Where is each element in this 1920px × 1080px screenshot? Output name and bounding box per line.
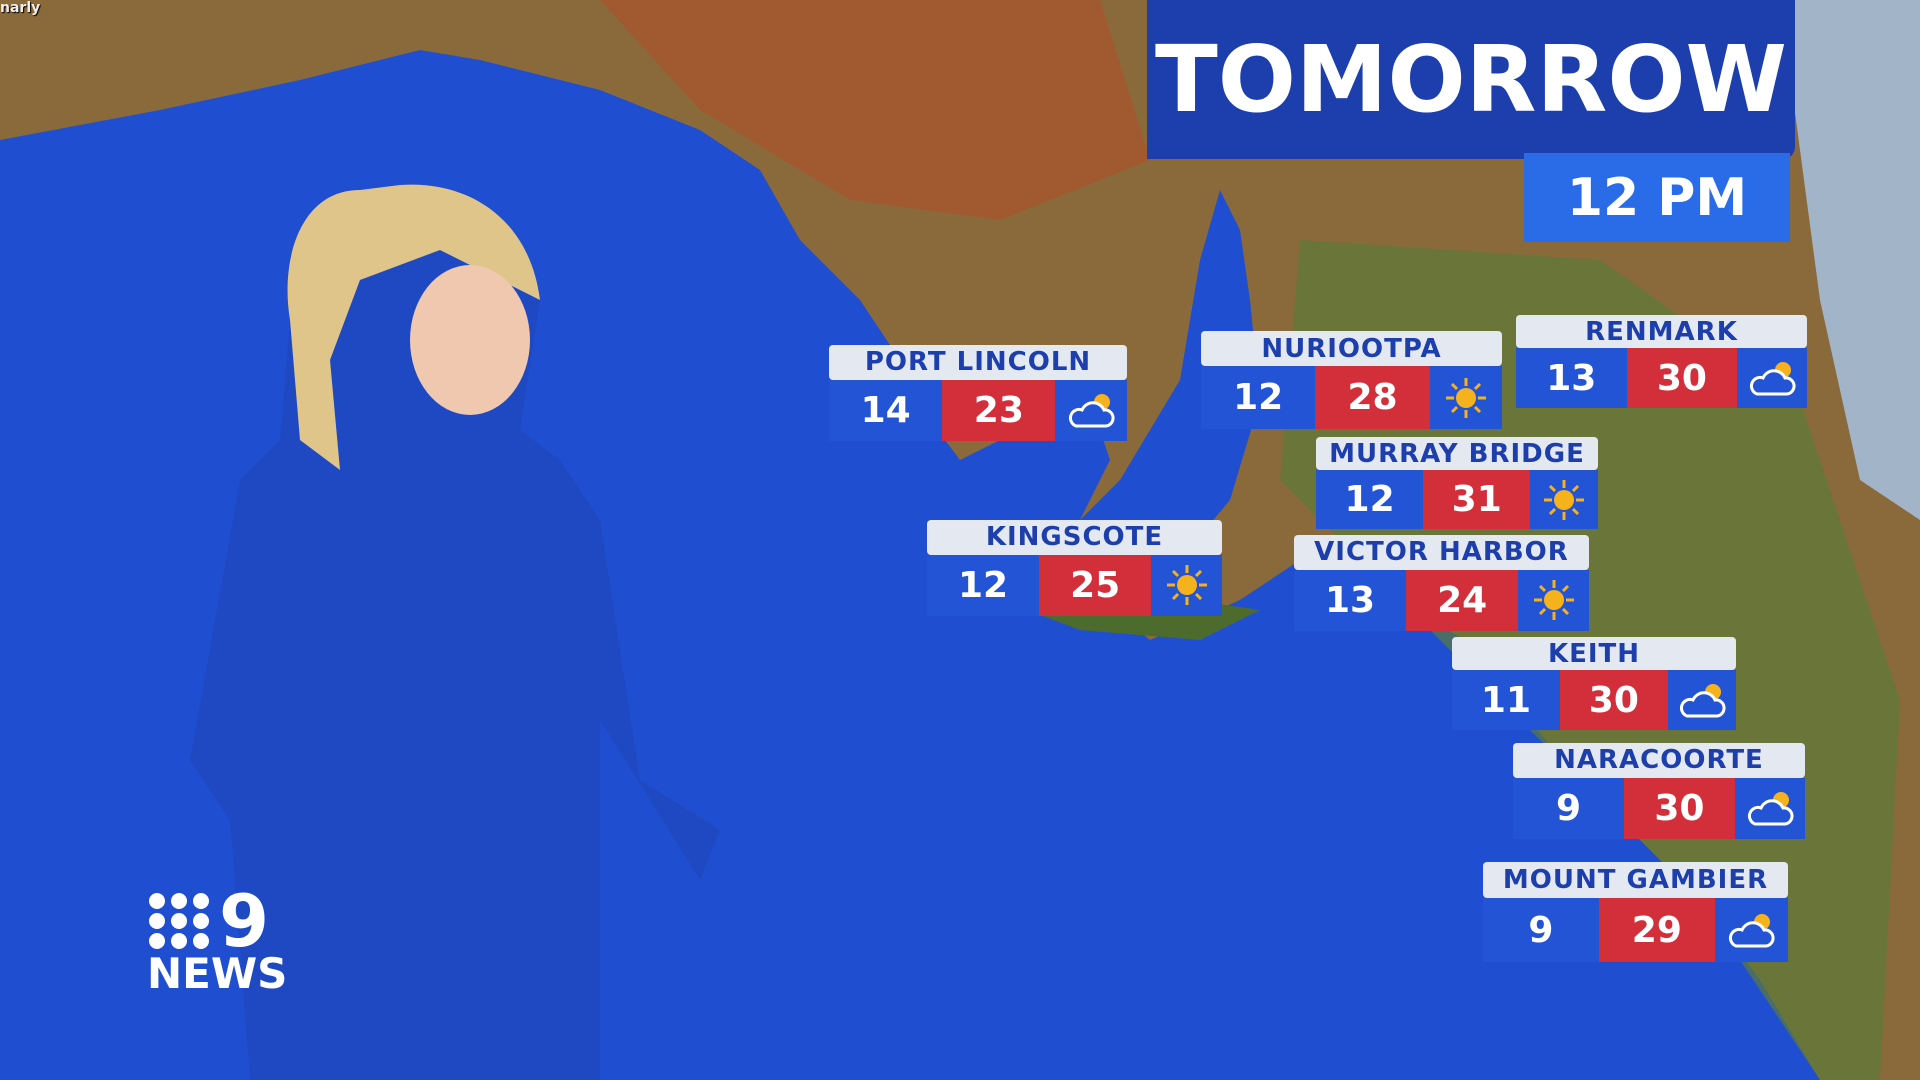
min-temp: 13	[1294, 569, 1407, 631]
logo-news: NEWS	[147, 949, 288, 998]
min-temp: 12	[1316, 470, 1424, 529]
sunny-icon	[1518, 569, 1589, 631]
min-temp: 14	[829, 379, 943, 441]
place-name: PORT LINCOLN	[829, 345, 1127, 380]
logo-nine: 9	[219, 879, 270, 963]
max-temp: 24	[1406, 569, 1519, 631]
forecast-card: NARACOORTE 9 30	[1513, 743, 1805, 839]
partly-cloudy-icon	[1737, 348, 1807, 408]
partly-cloudy-icon	[1055, 379, 1127, 441]
sunny-icon	[1151, 554, 1222, 616]
place-name: VICTOR HARBOR	[1294, 535, 1589, 570]
partly-cloudy-icon	[1714, 898, 1788, 962]
place-name: KINGSCOTE	[927, 520, 1222, 555]
forecast-card: RENMARK 13 30	[1516, 315, 1807, 408]
forecast-time: 12 PM	[1524, 153, 1790, 242]
min-temp: 9	[1483, 898, 1599, 962]
place-name: MURRAY BRIDGE	[1316, 437, 1598, 471]
nine-dots-icon	[149, 893, 209, 949]
sunny-icon	[1429, 366, 1502, 429]
forecast-card: KEITH 11 30	[1452, 637, 1736, 730]
max-temp: 30	[1623, 777, 1735, 839]
min-temp: 9	[1513, 777, 1624, 839]
forecast-card: VICTOR HARBOR 13 24	[1294, 535, 1589, 631]
partly-cloudy-icon	[1734, 777, 1805, 839]
corner-caption: narly	[0, 0, 41, 16]
max-temp: 31	[1423, 470, 1531, 529]
max-temp: 28	[1315, 366, 1430, 429]
forecast-card: MURRAY BRIDGE 12 31	[1316, 437, 1598, 529]
min-temp: 12	[927, 554, 1040, 616]
sunny-icon	[1530, 470, 1598, 529]
place-name: NARACOORTE	[1513, 743, 1805, 778]
place-name: KEITH	[1452, 637, 1736, 671]
max-temp: 30	[1559, 670, 1668, 730]
min-temp: 13	[1516, 348, 1627, 408]
min-temp: 12	[1201, 366, 1316, 429]
max-temp: 30	[1626, 348, 1738, 408]
partly-cloudy-icon	[1667, 670, 1736, 730]
max-temp: 23	[942, 379, 1056, 441]
forecast-card: MOUNT GAMBIER 9 29	[1483, 862, 1788, 962]
forecast-card: PORT LINCOLN 14 23	[829, 345, 1127, 441]
place-name: NURIOOTPA	[1201, 331, 1502, 367]
place-name: RENMARK	[1516, 315, 1807, 349]
forecast-card: KINGSCOTE 12 25	[927, 520, 1222, 616]
place-name: MOUNT GAMBIER	[1483, 862, 1788, 898]
max-temp: 25	[1039, 554, 1152, 616]
min-temp: 11	[1452, 670, 1560, 730]
nine-news-logo: 9 NEWS	[147, 879, 288, 998]
forecast-card: NURIOOTPA 12 28	[1201, 331, 1502, 429]
banner-title: TOMORROW	[1147, 0, 1795, 159]
max-temp: 29	[1598, 898, 1715, 962]
